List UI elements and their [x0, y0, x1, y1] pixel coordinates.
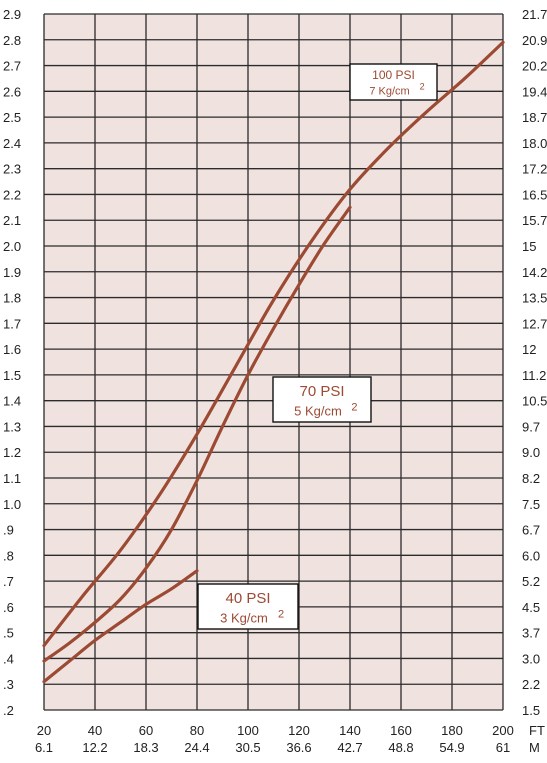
y-tick-label-right: 5.2: [522, 574, 540, 589]
y-tick-label-right: 19.4: [522, 84, 547, 99]
y-tick-label-left: 2.7: [3, 59, 21, 74]
y-tick-label-right: 10.5: [522, 394, 547, 409]
y-tick-label-right: 4.5: [522, 600, 540, 615]
x-tick-label-m: 36.6: [286, 740, 311, 755]
label-superscript: 2: [351, 401, 357, 413]
label-box-frame: [197, 583, 299, 630]
y-tick-label-right: 15: [522, 239, 536, 254]
y-tick-label-left: .7: [3, 574, 14, 589]
label-pressure-kg: 5 Kg/cm: [294, 403, 342, 418]
y-tick-label-right: 2.2: [522, 677, 540, 692]
x-unit-ft: FT: [529, 723, 545, 738]
y-tick-label-right: 16.5: [522, 187, 547, 202]
y-tick-label-right: 21.7: [522, 7, 547, 22]
x-tick-label-m: 42.7: [337, 740, 362, 755]
x-tick-label-m: 61: [496, 740, 510, 755]
y-tick-label-left: 1.6: [3, 342, 21, 357]
x-tick-label-ft: 200: [492, 723, 514, 738]
y-tick-label-right: 15.7: [522, 213, 547, 228]
y-tick-label-right: 9.7: [522, 419, 540, 434]
y-tick-label-right: 6.0: [522, 548, 540, 563]
x-tick-label-ft: 140: [339, 723, 361, 738]
label-pressure-kg: 3 Kg/cm: [220, 610, 268, 625]
x-tick-label-m: 12.2: [82, 740, 107, 755]
curve-100-psi: [42, 40, 505, 648]
y-tick-label-right: 3.0: [522, 651, 540, 666]
label-box-100-psi: 100 PSI 7 Kg/cm 2: [349, 63, 438, 101]
x-tick-label-ft: 20: [37, 723, 51, 738]
y-tick-label-left: 2.2: [3, 187, 21, 202]
y-tick-label-left: .8: [3, 548, 14, 563]
x-tick-label-m: 54.9: [439, 740, 464, 755]
y-tick-label-left: 1.5: [3, 368, 21, 383]
y-tick-label-left: 1.2: [3, 445, 21, 460]
y-tick-label-left: 1.7: [3, 316, 21, 331]
y-tick-label-right: 17.2: [522, 162, 547, 177]
x-tick-label-ft: 160: [390, 723, 412, 738]
x-tick-label-ft: 120: [288, 723, 310, 738]
y-tick-label-right: 12.7: [522, 316, 547, 331]
y-tick-label-left: 1.4: [3, 394, 21, 409]
y-tick-label-right: 20.9: [522, 33, 547, 48]
y-tick-label-right: 11.2: [522, 368, 546, 383]
y-tick-label-right: 3.7: [522, 626, 540, 641]
x-tick-label-m: 6.1: [35, 740, 53, 755]
x-tick-label-ft: 40: [88, 723, 102, 738]
y-tick-label-right: 18.0: [522, 136, 547, 151]
label-pressure-kg: 7 Kg/cm: [369, 86, 409, 98]
x-tick-label-ft: 80: [190, 723, 204, 738]
x-tick-label-ft: 180: [441, 723, 463, 738]
y-tick-label-left: 1.3: [3, 419, 21, 434]
curve-40-psi: [42, 569, 199, 684]
label-pressure-psi: 40 PSI: [225, 590, 270, 607]
y-tick-label-right: 20.2: [522, 59, 547, 74]
x-tick-label-m: 18.3: [133, 740, 158, 755]
label-box-frame: [349, 63, 438, 101]
y-tick-label-right: 1.5: [522, 703, 540, 718]
label-box-70-psi: 70 PSI 5 Kg/cm 2: [272, 376, 372, 423]
y-tick-label-left: 2.6: [3, 84, 21, 99]
y-tick-label-left: 1.1: [3, 471, 21, 486]
label-pressure-psi: 70 PSI: [299, 383, 344, 400]
x-tick-label-ft: 60: [139, 723, 153, 738]
y-tick-label-left: .2: [3, 703, 14, 718]
y-tick-label-left: .3: [3, 677, 14, 692]
y-tick-label-right: 18.7: [522, 110, 547, 125]
y-tick-label-left: 2.0: [3, 239, 21, 254]
y-tick-label-left: 1.0: [3, 497, 21, 512]
y-tick-label-left: 1.8: [3, 291, 21, 306]
y-tick-label-right: 6.7: [522, 523, 540, 538]
label-superscript: 2: [278, 608, 284, 620]
y-tick-label-left: 2.9: [3, 7, 21, 22]
y-tick-label-left: 2.8: [3, 33, 21, 48]
curve-70-psi: [42, 205, 352, 663]
y-tick-label-left: .9: [3, 523, 14, 538]
y-tick-label-right: 13.5: [522, 291, 547, 306]
label-superscript: 2: [420, 82, 425, 92]
label-box-40-psi: 40 PSI 3 Kg/cm 2: [197, 583, 299, 630]
x-tick-label-ft: 100: [237, 723, 259, 738]
label-box-frame: [272, 376, 372, 423]
y-tick-label-right: 8.2: [522, 471, 540, 486]
x-tick-label-m: 48.8: [388, 740, 413, 755]
y-tick-label-left: 2.1: [3, 213, 21, 228]
x-unit-m: M: [529, 740, 540, 755]
y-tick-label-left: 2.3: [3, 162, 21, 177]
y-tick-label-right: 12: [522, 342, 536, 357]
y-tick-label-left: 2.4: [3, 136, 21, 151]
y-tick-label-left: 1.9: [3, 265, 21, 280]
y-tick-label-left: .5: [3, 626, 14, 641]
y-tick-label-left: .6: [3, 600, 14, 615]
y-tick-label-left: 2.5: [3, 110, 21, 125]
y-tick-label-right: 9.0: [522, 445, 540, 460]
y-tick-label-right: 14.2: [522, 265, 547, 280]
x-tick-label-m: 24.4: [184, 740, 209, 755]
x-tick-label-m: 30.5: [235, 740, 260, 755]
y-tick-label-left: .4: [3, 651, 14, 666]
label-pressure-psi: 100 PSI: [372, 68, 415, 82]
y-tick-label-right: 7.5: [522, 497, 540, 512]
